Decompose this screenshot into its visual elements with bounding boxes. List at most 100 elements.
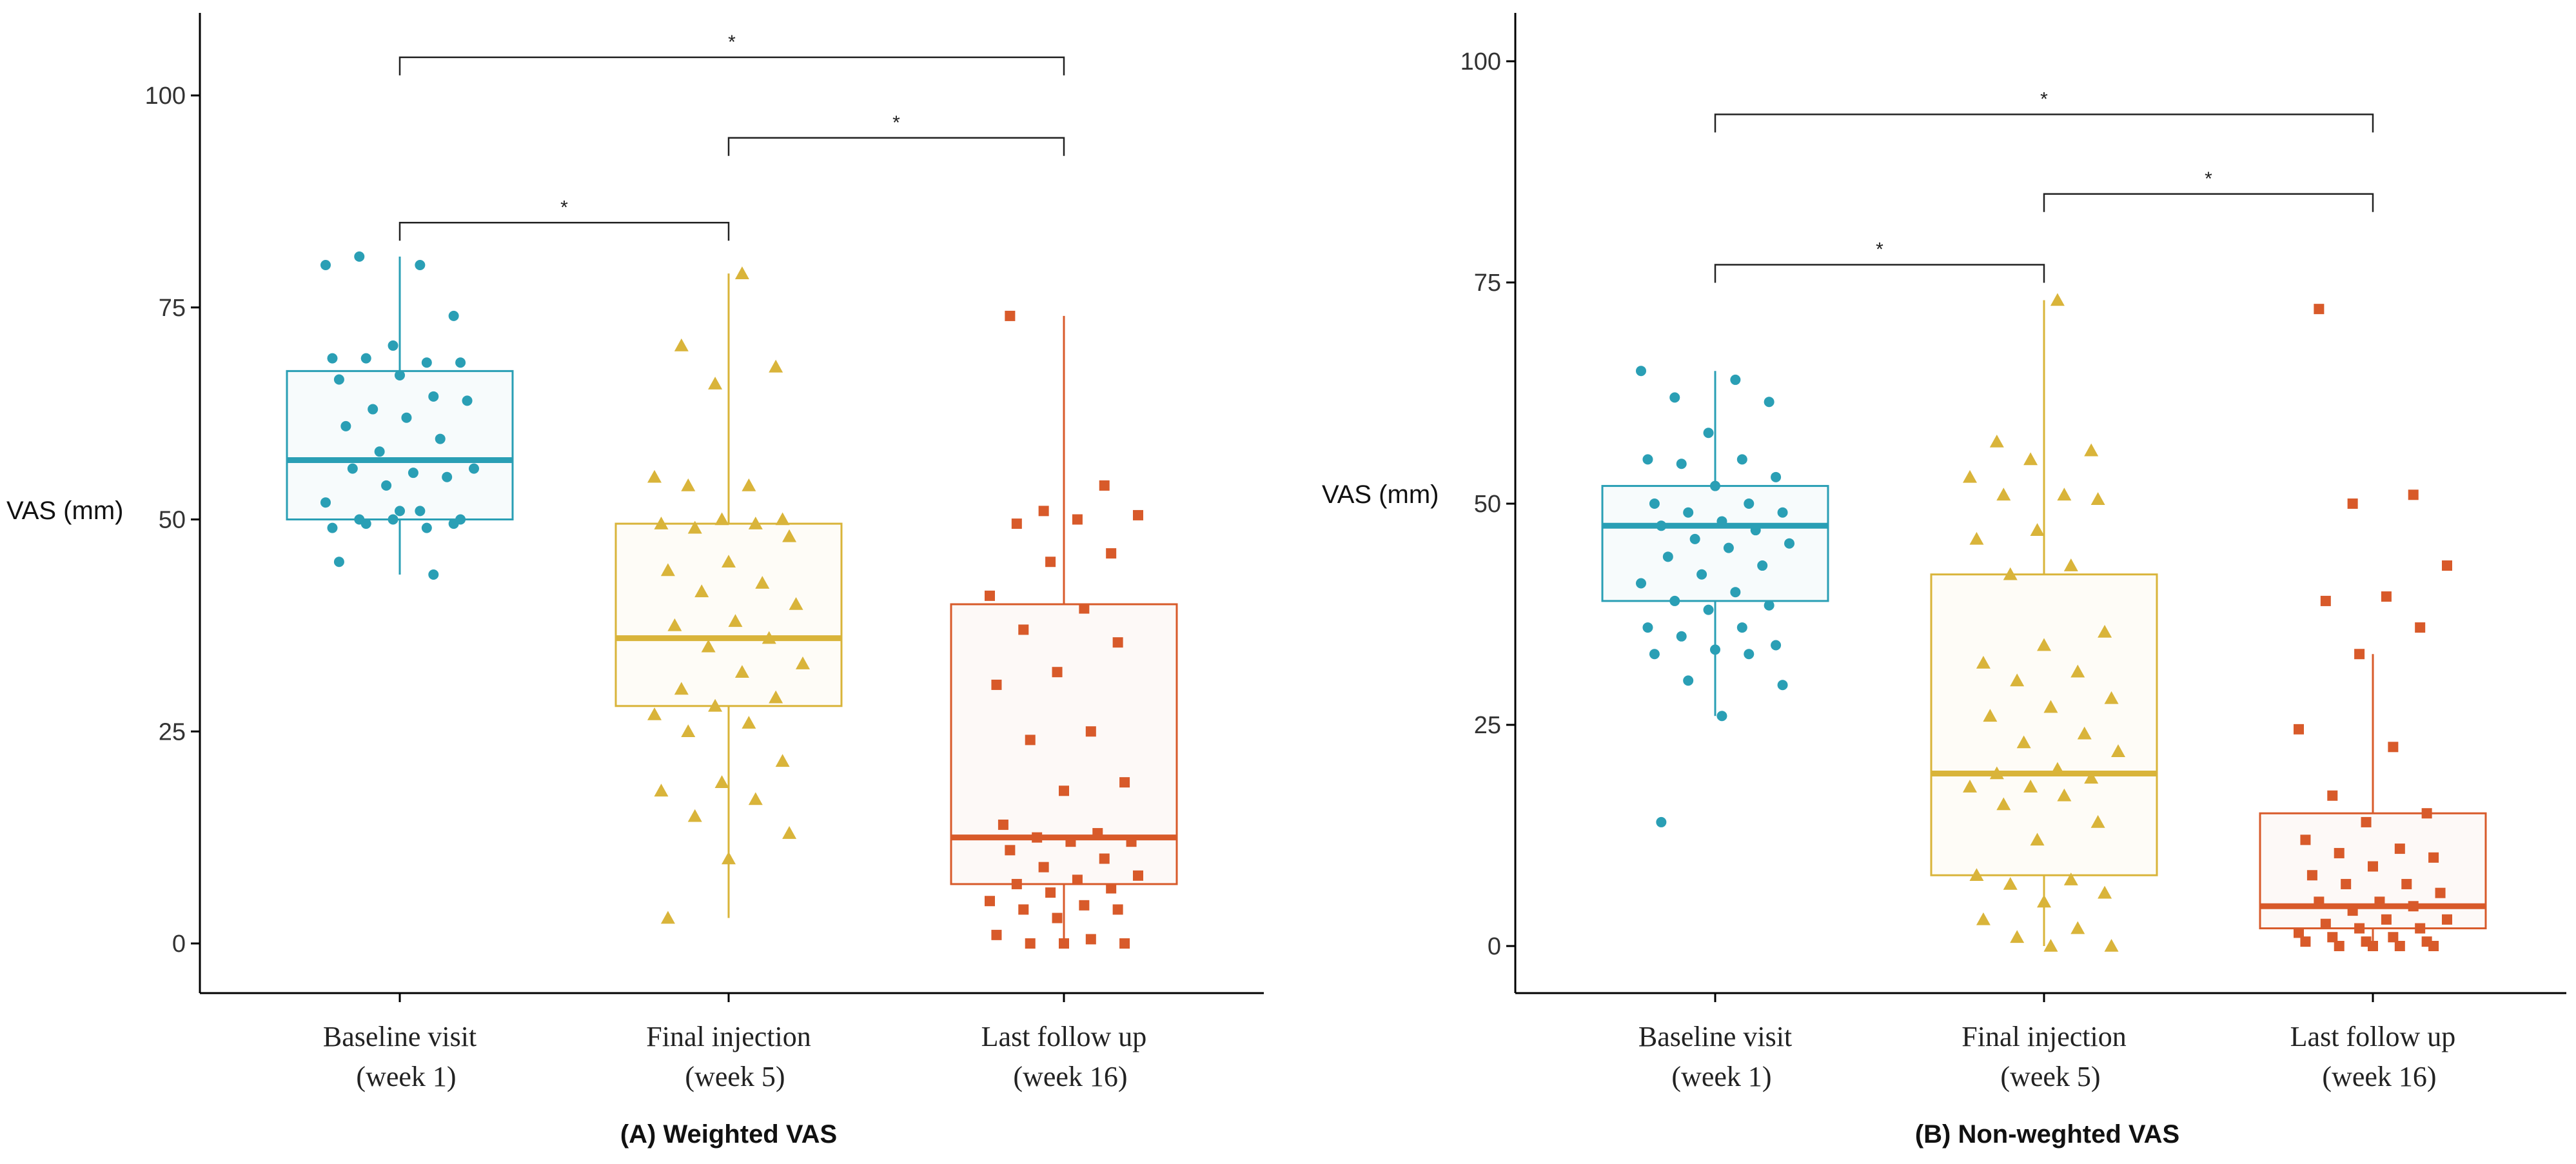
data-point bbox=[674, 682, 689, 695]
data-point bbox=[714, 512, 729, 526]
data-point bbox=[1126, 836, 1137, 847]
data-point bbox=[469, 463, 479, 474]
data-point bbox=[1011, 518, 1022, 529]
data-point bbox=[647, 469, 662, 483]
data-point bbox=[762, 631, 776, 644]
box-last-follow-up-week-16 bbox=[950, 315, 1178, 943]
data-point bbox=[998, 819, 1008, 830]
box-last-follow-up-week-16 bbox=[2259, 654, 2487, 946]
y-tick-label: 100 bbox=[1460, 48, 1501, 75]
significance-bracket: * bbox=[398, 197, 730, 241]
data-point bbox=[1757, 560, 1768, 571]
data-point bbox=[1784, 538, 1794, 549]
points-final-injection-week-5 bbox=[647, 266, 810, 924]
data-point bbox=[2381, 914, 2392, 925]
data-point bbox=[1005, 310, 1016, 321]
data-point bbox=[674, 338, 689, 351]
data-point bbox=[2334, 941, 2345, 951]
panel-caption: (A) Weighted VAS bbox=[620, 1120, 837, 1149]
data-point bbox=[374, 446, 385, 457]
data-point bbox=[2347, 498, 2358, 509]
data-point bbox=[1059, 938, 1069, 949]
data-point bbox=[1703, 604, 1714, 615]
data-point bbox=[687, 520, 702, 534]
data-point bbox=[1079, 603, 1090, 614]
data-point bbox=[2442, 560, 2452, 571]
data-point bbox=[1112, 637, 1123, 648]
data-point bbox=[381, 480, 392, 491]
data-point bbox=[1059, 785, 1069, 796]
data-point bbox=[1683, 507, 1694, 518]
bracket-line bbox=[727, 137, 1065, 156]
x-tick-label-last-follow-up-week-16: Last follow up (week 16) bbox=[981, 1021, 1147, 1092]
data-point bbox=[2030, 523, 2045, 536]
data-point bbox=[1099, 480, 1110, 491]
data-point bbox=[769, 359, 783, 373]
data-point bbox=[2381, 591, 2392, 602]
bracket-line bbox=[2043, 193, 2374, 212]
data-point bbox=[2388, 742, 2399, 753]
data-point bbox=[1038, 862, 1049, 873]
data-point bbox=[2428, 852, 2439, 863]
data-point bbox=[1662, 551, 1673, 562]
data-point bbox=[354, 251, 365, 262]
data-point bbox=[1976, 912, 1991, 925]
box-iqr bbox=[286, 370, 514, 520]
data-point bbox=[2320, 595, 2331, 606]
data-point bbox=[1710, 480, 1720, 491]
data-point bbox=[1119, 938, 1130, 949]
data-point bbox=[2003, 876, 2018, 890]
significance-label: * bbox=[892, 112, 900, 133]
data-point bbox=[1025, 938, 1036, 949]
y-axis-label: VAS (mm) bbox=[6, 497, 123, 525]
y-tick-label: 50 bbox=[159, 507, 186, 534]
data-point bbox=[985, 896, 995, 907]
data-point bbox=[2428, 941, 2439, 951]
data-point bbox=[1052, 667, 1063, 678]
data-point bbox=[333, 374, 344, 385]
data-point bbox=[1649, 498, 1660, 509]
significance-bracket: * bbox=[398, 32, 1065, 75]
data-point bbox=[769, 690, 783, 704]
data-point bbox=[2098, 885, 2112, 899]
points-baseline-week-1 bbox=[1636, 366, 1794, 827]
points-last-follow-up-week-16 bbox=[2294, 304, 2452, 951]
data-point bbox=[2394, 941, 2405, 951]
data-point bbox=[1025, 735, 1036, 745]
significance-bracket: * bbox=[1714, 88, 2374, 133]
data-point bbox=[2104, 691, 2119, 704]
data-point bbox=[327, 522, 338, 533]
data-point bbox=[654, 784, 669, 797]
data-point bbox=[1018, 624, 1029, 635]
data-point bbox=[415, 260, 426, 270]
data-point bbox=[2050, 293, 2065, 306]
data-point bbox=[1072, 514, 1083, 525]
data-point bbox=[1676, 459, 1687, 469]
data-point bbox=[2320, 918, 2331, 929]
points-baseline-week-1 bbox=[320, 251, 479, 580]
data-point bbox=[395, 370, 405, 380]
box-iqr bbox=[950, 603, 1178, 885]
data-point bbox=[1716, 711, 1727, 722]
data-point bbox=[681, 724, 696, 738]
data-point bbox=[728, 614, 743, 627]
data-point bbox=[1656, 520, 1667, 531]
y-axis-label: VAS (mm) bbox=[1322, 480, 1439, 509]
data-point bbox=[2327, 932, 2338, 943]
y-tick-label: 75 bbox=[159, 295, 186, 322]
data-point bbox=[2111, 744, 2125, 757]
data-point bbox=[1106, 548, 1117, 559]
data-point bbox=[1744, 649, 1755, 660]
box-baseline-week-1 bbox=[286, 256, 514, 575]
data-point bbox=[388, 340, 398, 351]
data-point bbox=[395, 506, 405, 517]
data-point bbox=[2300, 834, 2311, 845]
significance-label: * bbox=[1876, 239, 1883, 261]
data-point bbox=[368, 404, 379, 415]
data-point bbox=[1052, 912, 1063, 923]
data-point bbox=[2010, 673, 2025, 687]
data-point bbox=[1119, 777, 1130, 788]
data-point bbox=[687, 809, 702, 822]
data-point bbox=[2347, 905, 2358, 916]
